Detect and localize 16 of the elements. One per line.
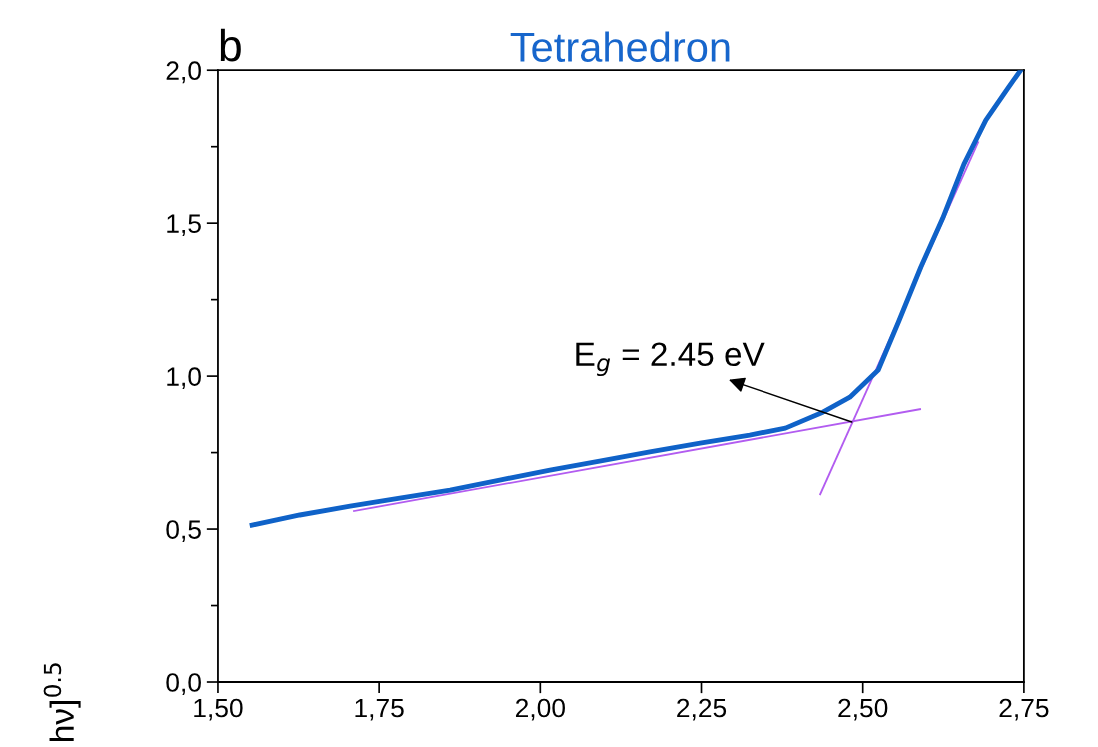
y-tick-label: 0,0 <box>166 673 201 695</box>
x-tick-label: 2,75 <box>999 698 1049 721</box>
line-series <box>249 70 1024 528</box>
y-tick-label: 1,0 <box>167 367 201 390</box>
y-tick-label: 1,5 <box>167 214 201 237</box>
x-tick-label: 2,50 <box>838 698 888 721</box>
text: b <box>220 28 241 62</box>
x-tick-label: 1,50 <box>194 698 243 721</box>
x-tick-label: 2,25 <box>677 698 727 721</box>
x-tick-label: 2,00 <box>515 698 565 721</box>
chart-title: Tetrahedron <box>510 31 730 62</box>
x-tick-label: 1,75 <box>355 698 404 721</box>
y-axis-title: hν]$^{0.5}$ <box>43 663 81 741</box>
y-tick-label: 0,5 <box>166 520 201 542</box>
y-tick-label: 2,0 <box>166 61 201 84</box>
annotation: E$_{g}$ = 2.45 eV <box>576 342 765 377</box>
